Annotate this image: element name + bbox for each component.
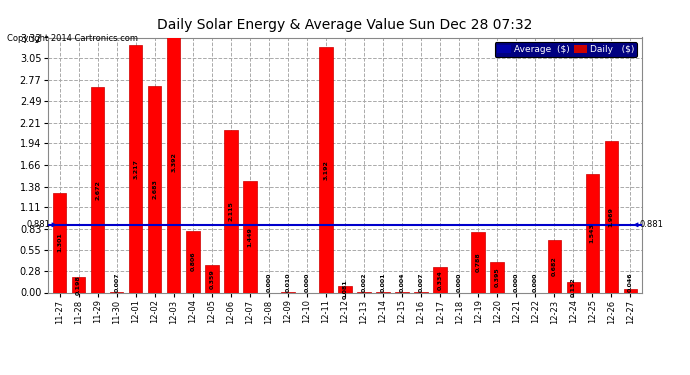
- Bar: [548, 240, 561, 292]
- Text: 0.000: 0.000: [533, 272, 538, 292]
- Text: 3.192: 3.192: [324, 160, 328, 180]
- Title: Daily Solar Energy & Average Value Sun Dec 28 07:32: Daily Solar Energy & Average Value Sun D…: [157, 18, 533, 32]
- Text: 0.007: 0.007: [115, 272, 119, 292]
- Text: 0.132: 0.132: [571, 278, 575, 297]
- Bar: [586, 174, 599, 292]
- Text: 0.682: 0.682: [552, 256, 557, 276]
- Text: 2.672: 2.672: [95, 180, 100, 200]
- Bar: [433, 267, 446, 292]
- Bar: [53, 193, 66, 292]
- Text: 0.806: 0.806: [190, 252, 195, 272]
- Bar: [471, 232, 485, 292]
- Text: 0.000: 0.000: [266, 272, 271, 292]
- Bar: [566, 282, 580, 292]
- Text: 0.004: 0.004: [400, 272, 404, 292]
- Bar: [319, 47, 333, 292]
- Text: 2.683: 2.683: [152, 180, 157, 200]
- Text: 1.301: 1.301: [57, 232, 62, 252]
- Text: 0.002: 0.002: [362, 272, 366, 292]
- Bar: [491, 262, 504, 292]
- Bar: [186, 231, 199, 292]
- Text: 0.881: 0.881: [634, 220, 664, 230]
- Text: 0.001: 0.001: [381, 272, 386, 292]
- Text: 0.007: 0.007: [419, 272, 424, 292]
- Bar: [224, 130, 237, 292]
- Text: 2.115: 2.115: [228, 201, 233, 221]
- Bar: [244, 181, 257, 292]
- Bar: [148, 86, 161, 292]
- Text: 1.449: 1.449: [248, 227, 253, 247]
- Text: 3.392: 3.392: [171, 152, 177, 172]
- Bar: [338, 286, 352, 292]
- Bar: [72, 277, 86, 292]
- Text: Copyright 2014 Cartronics.com: Copyright 2014 Cartronics.com: [7, 34, 138, 43]
- Bar: [604, 141, 618, 292]
- Text: 0.788: 0.788: [475, 252, 481, 272]
- Bar: [167, 32, 181, 292]
- Bar: [624, 289, 637, 292]
- Text: 0.000: 0.000: [513, 272, 519, 292]
- Text: 0.198: 0.198: [76, 275, 81, 295]
- Text: 0.881: 0.881: [26, 220, 56, 230]
- Legend: Average  ($), Daily   ($): Average ($), Daily ($): [495, 42, 637, 57]
- Text: 0.334: 0.334: [437, 270, 442, 290]
- Text: 0.000: 0.000: [304, 272, 309, 292]
- Text: 1.969: 1.969: [609, 207, 614, 227]
- Text: 0.081: 0.081: [342, 280, 348, 299]
- Text: 0.010: 0.010: [286, 272, 290, 292]
- Text: 0.000: 0.000: [457, 272, 462, 292]
- Text: 0.046: 0.046: [628, 272, 633, 292]
- Text: 1.543: 1.543: [590, 223, 595, 243]
- Bar: [129, 45, 142, 292]
- Text: 3.217: 3.217: [133, 159, 138, 179]
- Text: 0.395: 0.395: [495, 267, 500, 287]
- Bar: [205, 265, 219, 292]
- Text: 0.359: 0.359: [209, 269, 215, 289]
- Bar: [91, 87, 104, 292]
